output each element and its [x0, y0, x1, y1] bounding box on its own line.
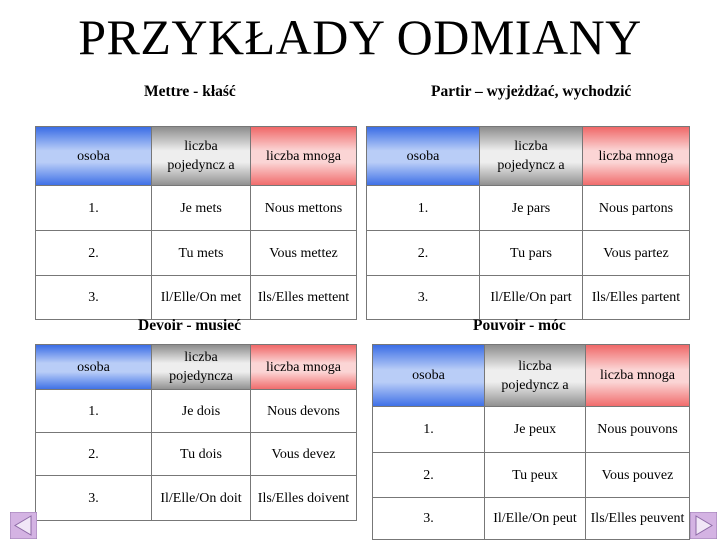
table-row: 3. Il/Elle/On part Ils/Elles partent	[366, 275, 690, 320]
person-cell: 3.	[35, 475, 152, 521]
slide-title: PRZYKŁADY ODMIANY	[78, 9, 642, 65]
singular-cell: Je mets	[151, 185, 251, 231]
verb-label-partir: Partir – wyjeżdżać, wychodzić	[431, 83, 632, 100]
table-row: 1. Je peux Nous pouvons	[372, 406, 690, 453]
singular-cell: Il/Elle/On doit	[151, 475, 251, 521]
header-singular: liczba pojedyncz a	[151, 126, 251, 186]
header-plural: liczba mnoga	[585, 344, 690, 407]
table-row: 3. Il/Elle/On met Ils/Elles mettent	[35, 275, 357, 320]
person-cell: 3.	[366, 275, 480, 320]
singular-cell: Je peux	[484, 406, 586, 453]
plural-cell: Vous partez	[582, 230, 690, 276]
header-singular: liczba pojedyncz a	[484, 344, 586, 407]
plural-cell: Nous mettons	[250, 185, 357, 231]
header-plural: liczba mnoga	[582, 126, 690, 186]
verb-label-mettre: Mettre - kłaść	[144, 83, 236, 100]
person-cell: 3.	[372, 497, 485, 540]
header-plural: liczba mnoga	[250, 344, 357, 390]
header-singular: liczba pojedyncza	[151, 344, 251, 390]
plural-cell: Nous partons	[582, 185, 690, 231]
person-cell: 2.	[366, 230, 480, 276]
person-cell: 1.	[35, 185, 152, 231]
plural-cell: Nous devons	[250, 389, 357, 433]
singular-cell: Je dois	[151, 389, 251, 433]
header-person: osoba	[366, 126, 480, 186]
plural-cell: Ils/Elles partent	[582, 275, 690, 320]
table-row: 1. Je pars Nous partons	[366, 185, 690, 231]
plural-cell: Ils/Elles mettent	[250, 275, 357, 320]
table-partir: osoba liczba pojedyncz a liczba mnoga 1.…	[366, 126, 690, 320]
verb-label-pouvoir: Pouvoir - móc	[473, 317, 566, 334]
person-cell: 2.	[35, 230, 152, 276]
header-person: osoba	[372, 344, 485, 407]
plural-cell: Vous mettez	[250, 230, 357, 276]
table-row: 3. Il/Elle/On peut Ils/Elles peuvent	[372, 497, 690, 540]
table-mettre: osoba liczba pojedyncz a liczba mnoga 1.…	[35, 126, 357, 320]
verb-label-devoir: Devoir - musieć	[138, 317, 242, 334]
singular-cell: Tu pars	[479, 230, 583, 276]
singular-cell: Tu peux	[484, 452, 586, 498]
next-slide-button[interactable]	[690, 512, 717, 539]
plural-cell: Vous devez	[250, 432, 357, 476]
triangle-left-icon	[14, 515, 32, 536]
prev-slide-button[interactable]	[10, 512, 37, 539]
table-row: 2. Tu peux Vous pouvez	[372, 452, 690, 498]
person-cell: 3.	[35, 275, 152, 320]
table-row: 2. Tu mets Vous mettez	[35, 230, 357, 276]
table-row: 1. Je dois Nous devons	[35, 389, 357, 433]
header-person: osoba	[35, 344, 152, 390]
table-row: 1. Je mets Nous mettons	[35, 185, 357, 231]
plural-cell: Ils/Elles peuvent	[585, 497, 690, 540]
header-plural: liczba mnoga	[250, 126, 357, 186]
table-row: 2. Tu dois Vous devez	[35, 432, 357, 476]
header-singular: liczba pojedyncz a	[479, 126, 583, 186]
triangle-right-icon	[695, 515, 713, 536]
person-cell: 1.	[366, 185, 480, 231]
singular-cell: Tu dois	[151, 432, 251, 476]
person-cell: 2.	[35, 432, 152, 476]
plural-cell: Nous pouvons	[585, 406, 690, 453]
table-row: 2. Tu pars Vous partez	[366, 230, 690, 276]
person-cell: 1.	[372, 406, 485, 453]
table-pouvoir: osoba liczba pojedyncz a liczba mnoga 1.…	[372, 344, 690, 540]
singular-cell: Il/Elle/On part	[479, 275, 583, 320]
header-person: osoba	[35, 126, 152, 186]
singular-cell: Il/Elle/On met	[151, 275, 251, 320]
table-devoir: osoba liczba pojedyncza liczba mnoga 1. …	[35, 344, 357, 521]
person-cell: 1.	[35, 389, 152, 433]
table-row: 3. Il/Elle/On doit Ils/Elles doivent	[35, 475, 357, 521]
plural-cell: Ils/Elles doivent	[250, 475, 357, 521]
person-cell: 2.	[372, 452, 485, 498]
singular-cell: Tu mets	[151, 230, 251, 276]
singular-cell: Il/Elle/On peut	[484, 497, 586, 540]
plural-cell: Vous pouvez	[585, 452, 690, 498]
singular-cell: Je pars	[479, 185, 583, 231]
